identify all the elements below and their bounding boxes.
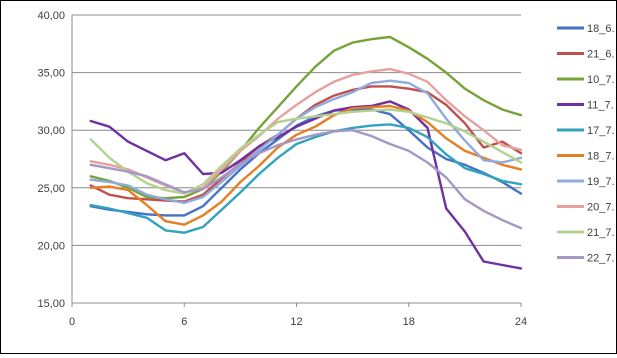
legend-item: 18_7.	[557, 151, 615, 163]
series-line-18-7	[89, 104, 523, 226]
x-tick-label: 12	[290, 316, 302, 328]
legend-label: 22_7.	[587, 253, 615, 265]
legend-label: 11_7.	[587, 100, 614, 112]
x-tick-label: 18	[403, 316, 415, 328]
legend-label: 21_7.	[587, 227, 615, 239]
axes	[71, 15, 522, 307]
gridlines	[72, 14, 521, 246]
legend-label: 18_6.	[587, 23, 615, 35]
legend-item: 11_7.	[557, 100, 614, 112]
y-tick-label: 25,00	[37, 183, 65, 195]
series-line-17-7	[89, 123, 523, 234]
legend-label: 18_7.	[587, 151, 615, 163]
legend-item: 21_7.	[557, 227, 615, 239]
series-line-22-7	[89, 128, 523, 230]
y-tick-label: 30,00	[37, 125, 65, 137]
y-tick-label: 40,00	[37, 10, 65, 22]
legend-item: 19_7.	[557, 176, 615, 188]
legend-item: 20_7.	[557, 202, 615, 214]
legend-label: 17_7.	[587, 125, 615, 137]
series-line-19-7	[89, 79, 523, 205]
legend-label: 10_7.	[587, 74, 615, 86]
legend-item: 22_7.	[557, 253, 615, 265]
series-line-18-6	[89, 108, 523, 217]
x-tick-labels: 0 6 12 18 24	[69, 316, 527, 328]
legend-label: 20_7.	[587, 202, 615, 214]
series-lines	[89, 35, 523, 270]
x-tick-label: 24	[515, 316, 527, 328]
legend-item: 17_7.	[557, 125, 615, 137]
series-line-21-7	[89, 108, 523, 195]
y-tick-label: 20,00	[37, 240, 65, 252]
x-tick-label: 0	[69, 316, 75, 328]
x-tick-label: 6	[181, 316, 187, 328]
y-tick-label: 35,00	[37, 68, 65, 80]
legend-item: 10_7.	[557, 74, 615, 86]
legend-label: 19_7.	[587, 176, 615, 188]
legend-label: 21_6.	[587, 49, 615, 61]
legend-item: 21_6.	[557, 49, 615, 61]
y-tick-label: 15,00	[37, 298, 65, 310]
legend: 18_6. 21_6. 10_7. 11_7. 17_7. 18_7. 19_7. 20_7.…	[557, 23, 615, 265]
legend-item: 18_6.	[557, 23, 615, 35]
y-tick-labels: 15,00 20,00 25,00 30,00 35,00 40,00	[37, 10, 65, 310]
series-line-11-7	[89, 100, 523, 270]
